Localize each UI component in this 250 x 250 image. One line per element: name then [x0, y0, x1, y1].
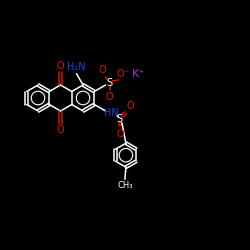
Text: O: O	[57, 125, 64, 135]
Text: O: O	[99, 65, 106, 75]
Text: O: O	[126, 101, 134, 111]
Text: CH₃: CH₃	[117, 181, 133, 190]
Text: S: S	[106, 78, 113, 88]
Text: K⁺: K⁺	[132, 69, 145, 79]
Text: O⁻: O⁻	[116, 69, 129, 79]
Text: H₂N: H₂N	[67, 62, 86, 72]
Text: O: O	[116, 129, 124, 139]
Text: O: O	[106, 92, 114, 102]
Text: HN: HN	[104, 108, 119, 118]
Text: O: O	[57, 61, 64, 71]
Text: S: S	[117, 114, 123, 124]
